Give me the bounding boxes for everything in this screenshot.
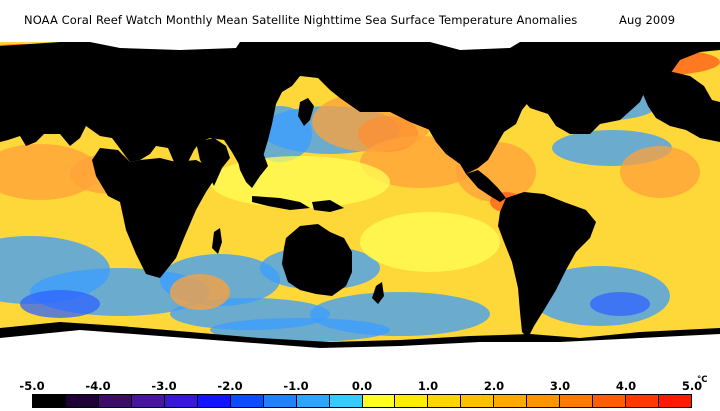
map-date: Aug 2009 xyxy=(619,13,676,27)
anomaly-patch-warm xyxy=(620,146,700,198)
colorbar-tick-label: 4.0 xyxy=(615,379,637,393)
colorbar-tick-label: -1.0 xyxy=(283,379,309,393)
colorbar-unit: °C xyxy=(697,375,708,385)
continent-greenland xyxy=(552,42,640,78)
anomaly-patch-neutral xyxy=(360,212,500,272)
colorbar-swatch xyxy=(296,395,330,407)
island-new-guinea xyxy=(312,200,344,212)
sst-anomaly-map xyxy=(0,42,720,370)
colorbar-swatch xyxy=(428,395,462,407)
continent-north-america xyxy=(396,42,560,174)
colorbar-swatch xyxy=(164,395,198,407)
island-new-zealand xyxy=(372,282,384,304)
antarctic-ice xyxy=(0,330,720,370)
anomaly-patch-warm xyxy=(170,274,230,310)
map-title-bar: NOAA Coral Reef Watch Monthly Mean Satel… xyxy=(0,9,720,31)
island-uk xyxy=(668,82,676,98)
colorbar-swatch xyxy=(197,395,231,407)
colorbar-legend: -5.0 -4.0 -3.0 -2.0 -1.0 0.0 1.0 2.0 3.0 4.0 5.0 °… xyxy=(0,374,720,411)
anomaly-patch-cooler xyxy=(20,290,100,318)
continent-southeast-asia xyxy=(236,146,268,188)
continent-central-america xyxy=(466,170,506,202)
colorbar-swatch xyxy=(65,395,99,407)
colorbar xyxy=(32,394,692,408)
island-madagascar xyxy=(212,228,222,254)
arctic-ice-right xyxy=(430,42,520,50)
colorbar-swatch xyxy=(593,395,627,407)
colorbar-swatch xyxy=(362,395,396,407)
island-indonesia xyxy=(252,196,310,210)
colorbar-tick-label: -2.0 xyxy=(217,379,243,393)
continent-australia xyxy=(282,224,352,296)
colorbar-tick-label: -4.0 xyxy=(85,379,111,393)
anomaly-patch-cooler xyxy=(590,292,650,316)
colorbar-swatch xyxy=(494,395,528,407)
colorbar-tick-label: 2.0 xyxy=(483,379,505,393)
colorbar-swatch xyxy=(527,395,561,407)
continent-south-america xyxy=(498,192,596,338)
colorbar-swatch xyxy=(263,395,297,407)
arctic-ice-left xyxy=(90,42,240,50)
island-japan xyxy=(298,98,314,126)
colorbar-swatch xyxy=(329,395,363,407)
colorbar-tick-label: 0.0 xyxy=(351,379,373,393)
anomaly-patch-cool xyxy=(310,292,490,336)
continent-africa xyxy=(92,148,214,278)
colorbar-swatch xyxy=(98,395,132,407)
anomaly-patch-warm xyxy=(0,144,100,200)
colorbar-tick-label: 1.0 xyxy=(417,379,439,393)
colorbar-tick-label: -3.0 xyxy=(151,379,177,393)
colorbar-swatch xyxy=(626,395,660,407)
anomaly-patch-neutral xyxy=(210,156,390,208)
sea-ice xyxy=(0,42,720,370)
colorbar-swatch xyxy=(230,395,264,407)
continent-india xyxy=(196,138,230,186)
colorbar-swatch xyxy=(560,395,594,407)
colorbar-swatch xyxy=(33,395,66,407)
continent-europe xyxy=(640,70,720,142)
colorbar-swatch xyxy=(131,395,165,407)
colorbar-tick-label: 5.0 xyxy=(681,379,703,393)
colorbar-swatch xyxy=(395,395,429,407)
colorbar-swatch xyxy=(461,395,495,407)
map-title: NOAA Coral Reef Watch Monthly Mean Satel… xyxy=(24,13,578,27)
colorbar-tick-label: -5.0 xyxy=(19,379,45,393)
colorbar-swatch xyxy=(659,395,692,407)
colorbar-tick-label: 3.0 xyxy=(549,379,571,393)
